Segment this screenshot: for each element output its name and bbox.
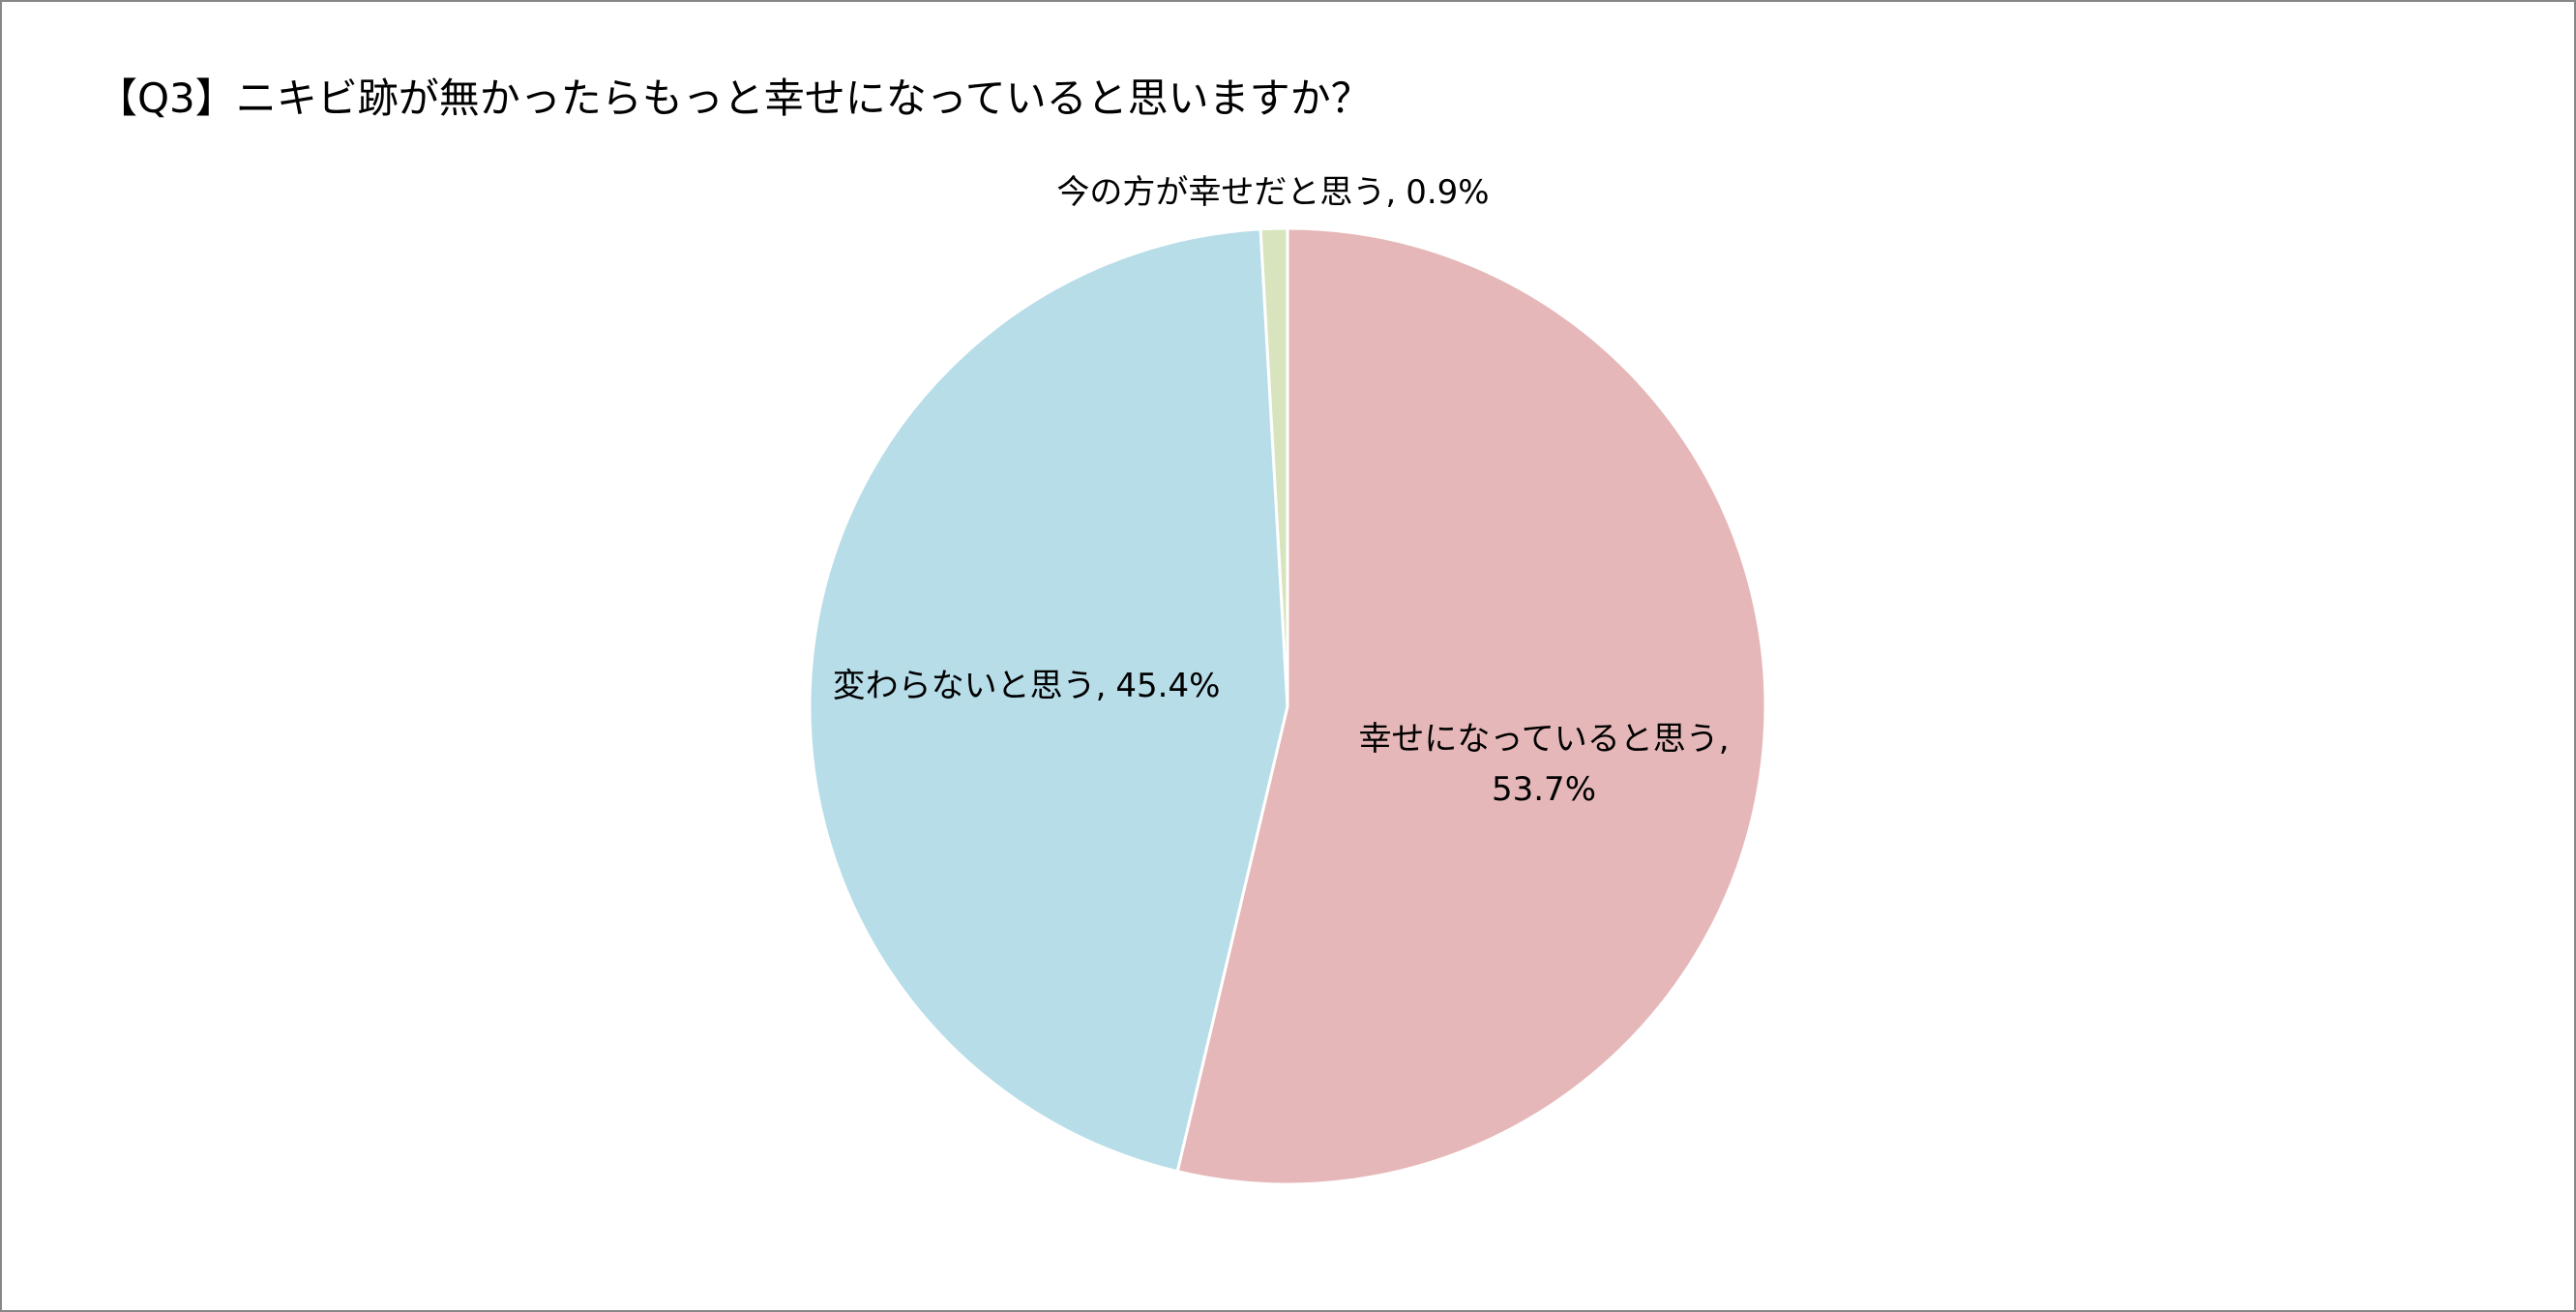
data-label-category: 幸せになっていると思う,	[1358, 720, 1729, 759]
pie-slice	[1175, 226, 1767, 1186]
data-label: 変わらないと思う, 45.4%	[833, 667, 1221, 705]
pie-slice	[808, 227, 1289, 1174]
data-label-category: 今の方が幸せだと思う,	[1056, 173, 1396, 212]
data-label: 今の方が幸せだと思う, 0.9%	[1056, 173, 1489, 212]
data-label-category: 変わらないと思う,	[833, 667, 1107, 705]
data-label: 幸せになっていると思う, 53.7%	[1358, 720, 1729, 809]
chart-title: 【Q3】ニキビ跡が無かったらもっと幸せになっていると思いますか？	[97, 75, 1372, 122]
data-label-value: 53.7%	[1492, 770, 1596, 809]
data-label-value: 45.4%	[1115, 667, 1220, 705]
data-label-value: 0.9%	[1406, 173, 1489, 212]
pie-slice	[1258, 226, 1289, 707]
